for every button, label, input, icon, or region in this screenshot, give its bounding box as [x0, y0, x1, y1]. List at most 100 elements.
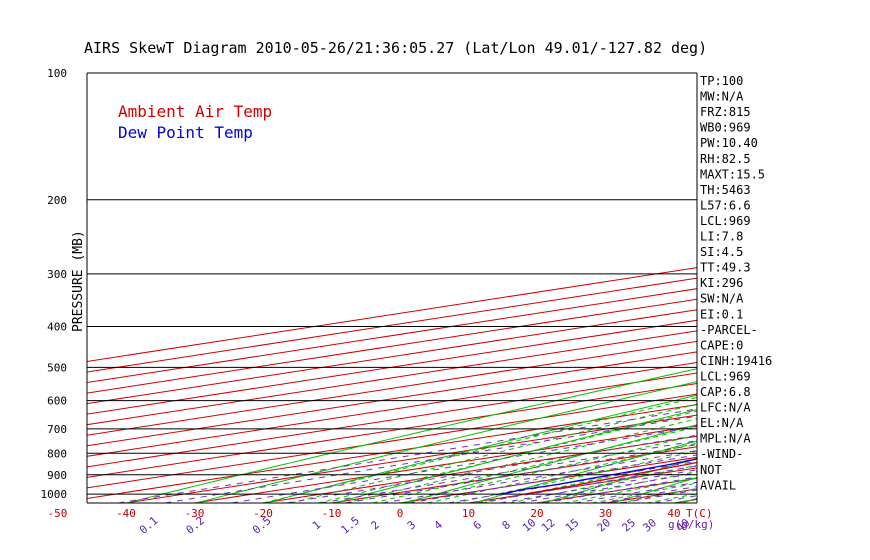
stat-item: FRZ:815	[700, 105, 751, 119]
mixing-ratio-line	[448, 460, 697, 503]
stat-item: EL:N/A	[700, 416, 744, 430]
moist-adiabat-line	[345, 418, 697, 503]
moist-adiabat-line	[482, 457, 697, 503]
moist-adiabat-line	[372, 426, 697, 503]
y-axis-label: PRESSURE (MB)	[71, 230, 86, 332]
bottom-temperature-tick-label: -30	[185, 507, 205, 520]
chart-title: AIRS SkewT Diagram 2010-05-26/21:36:05.2…	[84, 39, 707, 57]
isotherm-line	[87, 404, 697, 499]
series-line-dew-point-temp	[500, 458, 697, 495]
isotherm-line	[87, 372, 697, 468]
stat-item: TH:5463	[700, 183, 751, 197]
bottom-axis-unit: T(C)	[686, 507, 713, 520]
pressure-tick-label: 200	[47, 194, 67, 207]
bottom-temperature-tick-label: -50	[48, 507, 68, 520]
isotherm-line	[87, 277, 697, 373]
mixing-ratio-label: 4	[432, 518, 446, 532]
mixing-ratio-label: 8	[500, 518, 513, 532]
dry-adiabat-line	[126, 368, 697, 503]
isotherm-line	[87, 351, 697, 447]
dry-adiabat-line	[334, 409, 697, 503]
mixing-ratio-line	[476, 465, 697, 503]
isotherm-line	[468, 467, 697, 503]
pressure-tick-label: 600	[47, 395, 67, 408]
stat-item: KI:296	[700, 276, 743, 290]
stat-item: -WIND-	[700, 447, 743, 461]
isotherm-line	[87, 267, 697, 362]
moist-adiabat-line	[262, 396, 697, 503]
mixing-ratio-label: 15	[563, 516, 582, 534]
mixing-ratio-unit: g(g/kg)	[668, 518, 714, 531]
isotherm-line	[87, 383, 697, 478]
isotherm-line	[194, 425, 697, 503]
stat-item: AVAIL	[700, 478, 736, 492]
stat-item: L57:6.6	[700, 198, 751, 212]
mixing-ratio-lines	[118, 408, 697, 503]
isotherm-lines	[87, 73, 870, 503]
pressure-tick-label: 400	[47, 321, 67, 334]
isotherm-line	[125, 414, 697, 503]
bottom-temperature-tick-label: 30	[599, 507, 612, 520]
pressure-tick-label: 700	[47, 423, 67, 436]
mixing-ratio-label: 1.5	[338, 514, 362, 537]
dry-adiabat-line	[821, 73, 870, 503]
mixing-ratio-label: 3	[405, 518, 418, 532]
stat-item: RH:82.5	[700, 152, 751, 166]
stat-item: MW:N/A	[700, 90, 744, 104]
stat-item: CAP:6.8	[700, 385, 751, 399]
bottom-temperature-tick-label: -40	[116, 507, 136, 520]
stat-item: WB0:969	[700, 121, 751, 135]
legend: Ambient Air Temp Dew Point Temp	[118, 102, 272, 142]
pressure-tick-label: 800	[47, 447, 67, 460]
mixing-ratio-label: 0.1	[137, 514, 161, 537]
stat-item: TT:49.3	[700, 261, 751, 275]
isobar-lines: 100 200 300 400 500 600 700 800 900 1000	[41, 67, 697, 501]
stat-item: -PARCEL-	[700, 323, 758, 337]
isotherm-line	[87, 340, 697, 436]
dry-adiabat-line	[752, 73, 870, 503]
pressure-tick-label: 100	[47, 67, 67, 80]
bottom-temperature-tick-label: 10	[462, 507, 475, 520]
stat-item: MPL:N/A	[700, 432, 751, 446]
isotherm-line	[811, 73, 870, 503]
pressure-tick-label: 1000	[41, 488, 68, 501]
isotherm-line	[743, 73, 870, 503]
bottom-temperature-tick-label: -10	[322, 507, 342, 520]
bottom-temperature-tick-label: 0	[397, 507, 404, 520]
legend-entry: Ambient Air Temp	[118, 102, 272, 121]
mixing-ratio-label: 30	[640, 516, 659, 534]
bottom-temperature-tick-label: -20	[253, 507, 273, 520]
stat-item: CAPE:0	[700, 338, 743, 352]
mixing-ratio-label: 2	[368, 518, 381, 532]
mixing-ratio-line	[118, 408, 697, 503]
mixing-ratio-label: 1	[310, 518, 323, 532]
stat-item: CINH:19416	[700, 354, 772, 368]
bottom-temperature-tick-label: 40	[667, 507, 680, 520]
mixing-ratio-line	[231, 426, 697, 503]
mixing-ratio-line	[345, 444, 697, 503]
stat-item: LFC:N/A	[700, 401, 751, 415]
pressure-tick-label: 500	[47, 361, 67, 374]
moist-adiabat-lines	[262, 396, 697, 503]
mixing-ratio-label: 25	[620, 516, 639, 534]
stat-item: LCL:969	[700, 369, 751, 383]
sounding-series	[500, 458, 697, 495]
mixing-ratio-line	[320, 440, 697, 503]
mixing-ratio-line	[381, 450, 697, 503]
stat-item: NOT	[700, 463, 722, 477]
isotherm-line	[331, 446, 697, 503]
bottom-temperature-tick-label: 20	[530, 507, 543, 520]
stat-item: SI:4.5	[700, 245, 743, 259]
moist-adiabat-line	[317, 410, 697, 503]
dry-adiabat-line	[195, 381, 697, 503]
legend-entry: Dew Point Temp	[118, 123, 253, 142]
isotherm-line	[87, 361, 697, 457]
stat-item: LCL:969	[700, 214, 751, 228]
stat-item: PW:10.40	[700, 136, 758, 150]
dry-adiabat-line	[265, 394, 697, 503]
stat-item: TP:100	[700, 74, 743, 88]
mixing-ratio-label: 6	[471, 518, 484, 532]
mixing-ratio-line	[286, 434, 697, 503]
